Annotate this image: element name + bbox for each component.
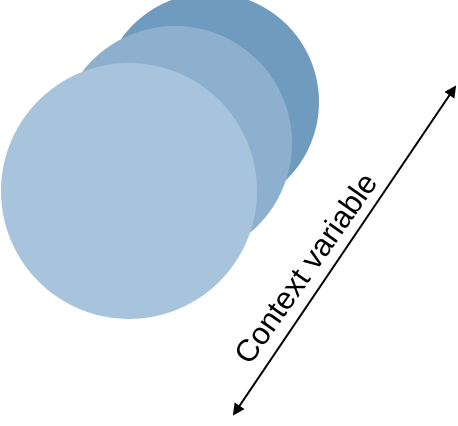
front-layer-circle [1, 63, 257, 319]
context-variable-arrow [232, 85, 457, 416]
